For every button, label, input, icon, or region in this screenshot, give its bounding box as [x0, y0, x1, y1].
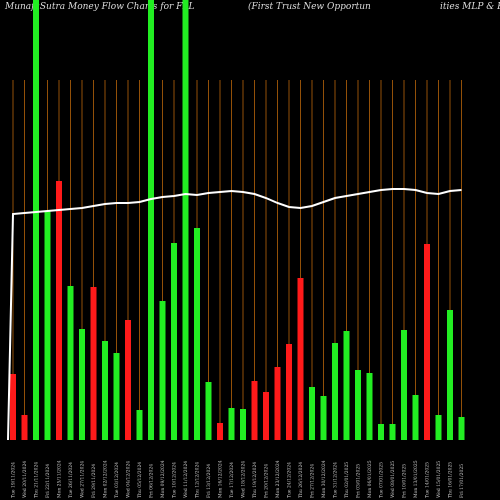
x-tick-label: Wed 20/11/2024 [22, 461, 28, 498]
bar [136, 410, 143, 440]
x-tick-label: Mon 06/01/2025 [367, 460, 373, 498]
bar [332, 343, 338, 440]
x-tick-label: Mon 02/12/2024 [103, 460, 109, 498]
bar [194, 228, 200, 440]
x-tick-label: Mon 25/11/2024 [57, 460, 63, 498]
x-tick-label: Fri 29/11/2024 [91, 464, 97, 498]
x-tick-label: Wed 11/12/2024 [183, 461, 189, 498]
x-tick-label: Mon 16/12/2024 [218, 460, 224, 498]
x-tick-label: Tue 14/01/2025 [425, 462, 431, 498]
x-tick-label: Mon 09/12/2024 [160, 460, 166, 498]
chart-subtitle: (First Trust New Opportun [248, 1, 371, 12]
x-tick-label: Tue 10/12/2024 [172, 462, 178, 498]
bar [378, 424, 384, 440]
x-tick-label: Thu 19/12/2024 [252, 462, 258, 498]
money-flow-line [7, 188, 462, 441]
x-tick-label: Tue 19/11/2024 [11, 462, 17, 498]
bar [125, 320, 131, 440]
bar [251, 381, 258, 440]
x-tick-label: Fri 13/12/2024 [206, 464, 212, 498]
x-tick-label: Tue 07/01/2025 [379, 462, 385, 498]
bar [366, 373, 373, 440]
bar [182, 0, 189, 440]
bar [217, 423, 223, 440]
bar [67, 286, 74, 440]
bar [21, 415, 28, 440]
bar [148, 0, 154, 440]
x-tick-label: Fri 17/01/2025 [459, 464, 465, 498]
bar [113, 353, 120, 440]
chart-title: MunafaSutra Money Flow Charts for FPL [4, 2, 194, 12]
x-tick-label: Mon 23/12/2024 [275, 460, 281, 498]
bar [79, 329, 85, 440]
x-tick-label: Fri 03/01/2025 [356, 464, 362, 498]
bar [274, 367, 281, 440]
bar [33, 0, 39, 440]
x-tick-label: Tue 26/11/2024 [68, 462, 74, 498]
bar [171, 243, 177, 440]
x-tick-label: Wed 08/01/2025 [390, 461, 396, 498]
x-tick-label: Mon 13/01/2025 [413, 460, 419, 498]
x-tick-label: Thu 16/01/2025 [448, 462, 454, 498]
x-tick-label: Fri 10/01/2025 [402, 464, 408, 498]
x-tick-label: Tue 03/12/2024 [114, 462, 120, 498]
bar [458, 417, 465, 440]
bar [240, 409, 246, 440]
x-tick-label: Tue 17/12/2024 [229, 462, 235, 498]
chart-subtitle-tail: ities MLP & E [440, 2, 500, 12]
bar [401, 330, 407, 440]
bar [389, 424, 396, 440]
x-tick-label: Fri 20/12/2024 [264, 464, 270, 498]
bar [205, 382, 212, 440]
bar [263, 392, 269, 440]
bar [44, 211, 51, 440]
bar [159, 301, 166, 440]
x-tick-label: Wed 27/11/2024 [80, 461, 86, 498]
x-tick-label: Fri 27/12/2024 [310, 464, 316, 498]
bar [10, 374, 16, 440]
bar [447, 310, 453, 440]
x-tick-label: Wed 18/12/2024 [241, 461, 247, 498]
bar [286, 344, 292, 440]
bar [309, 387, 315, 440]
bar [90, 287, 97, 440]
x-tick-label: Thu 12/12/2024 [195, 462, 201, 498]
x-tick-label: Fri 22/11/2024 [45, 464, 51, 498]
x-tick-label: Mon 30/12/2024 [321, 460, 327, 498]
bar [56, 181, 62, 440]
bar [228, 408, 235, 440]
bar [297, 278, 304, 440]
x-tick-label: Fri 06/12/2024 [149, 464, 155, 498]
bar [435, 415, 442, 440]
x-tick-label: Thu 02/01/2025 [344, 462, 350, 498]
x-tick-label: Thu 21/11/2024 [34, 462, 40, 498]
x-tick-label: Thu 26/12/2024 [298, 462, 304, 498]
bar [424, 244, 430, 440]
bar [320, 396, 327, 440]
x-tick-label: Tue 24/12/2024 [287, 462, 293, 498]
x-tick-label: Wed 15/01/2025 [436, 461, 442, 498]
x-tick-label: Wed 04/12/2024 [126, 461, 132, 498]
bar [355, 370, 361, 440]
bar [343, 331, 350, 440]
x-tick-label: Tue 31/12/2024 [333, 462, 339, 498]
x-tick-label: Thu 05/12/2024 [137, 462, 143, 498]
bar [102, 341, 108, 440]
bar [412, 395, 419, 440]
